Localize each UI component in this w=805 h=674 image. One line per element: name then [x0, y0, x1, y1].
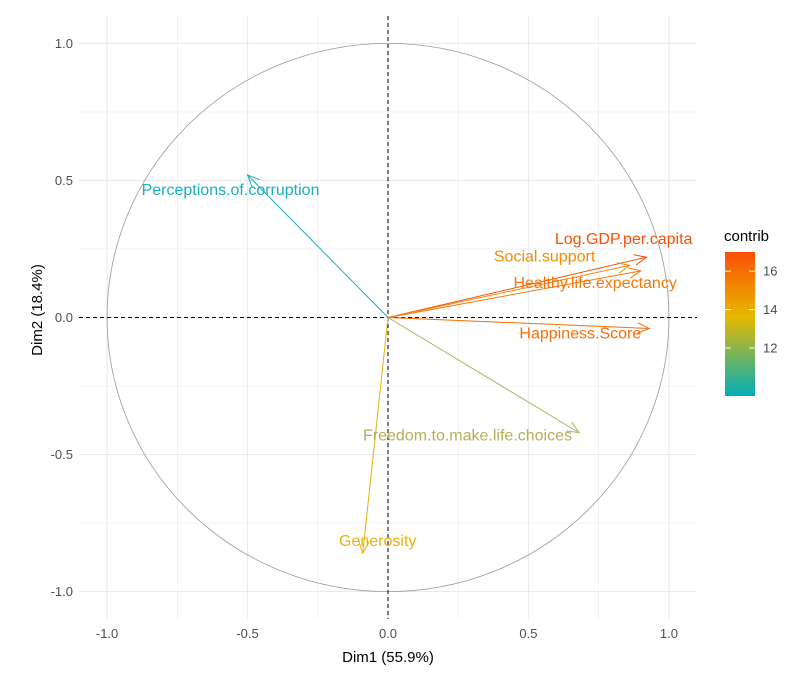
x-tick-label: -0.5: [236, 626, 258, 641]
arrow-social-support: [387, 262, 631, 318]
y-tick-label: -1.0: [51, 584, 73, 599]
x-axis-ticks: -1.0 -0.5 0.0 0.5 1.0: [96, 626, 678, 641]
legend: contrib 12 14 16: [724, 228, 777, 396]
legend-title: contrib: [724, 228, 769, 245]
y-tick-label: 1.0: [55, 36, 73, 51]
y-axis-title: Dim2 (18.4%): [29, 264, 46, 356]
x-tick-label: -1.0: [96, 626, 118, 641]
y-tick-label: 0.5: [55, 173, 73, 188]
variable-arrows: [246, 174, 651, 555]
x-tick-label: 0.5: [519, 626, 537, 641]
arrow-healthy-life-expectancy: [387, 267, 643, 318]
arrow-perceptions-of-corruption: [246, 174, 389, 318]
legend-ticks: 12 14 16: [725, 264, 777, 356]
label-log-gdp-per-capita: Log.GDP.per.capita: [555, 231, 693, 248]
label-healthy-life-expectancy: Healthy.life.expectancy: [513, 275, 676, 292]
x-tick-label: 1.0: [660, 626, 678, 641]
legend-colorbar: [725, 252, 755, 396]
y-tick-label: -0.5: [51, 447, 73, 462]
label-social-support: Social.support: [494, 248, 596, 265]
arrow-log-gdp-per-capita: [387, 254, 648, 318]
legend-tick-label: 12: [763, 341, 777, 356]
arrow-generosity: [358, 317, 389, 555]
y-axis-ticks: -1.0 -0.5 0.0 0.5 1.0: [51, 36, 73, 599]
arrow-freedom-to-make-life-choices: [387, 317, 581, 434]
legend-tick-label: 16: [763, 264, 777, 279]
label-freedom-to-make-life-choices: Freedom.to.make.life.choices: [363, 428, 572, 445]
label-perceptions-of-corruption: Perceptions.of.corruption: [142, 182, 320, 199]
label-happiness-score: Happiness.Score: [519, 325, 641, 342]
legend-tick-label: 14: [763, 302, 777, 317]
x-tick-label: 0.0: [379, 626, 397, 641]
y-tick-label: 0.0: [55, 310, 73, 325]
label-generosity: Generosity: [339, 533, 416, 550]
x-axis-title: Dim1 (55.9%): [342, 649, 434, 666]
arrow-happiness-score: [387, 317, 651, 334]
